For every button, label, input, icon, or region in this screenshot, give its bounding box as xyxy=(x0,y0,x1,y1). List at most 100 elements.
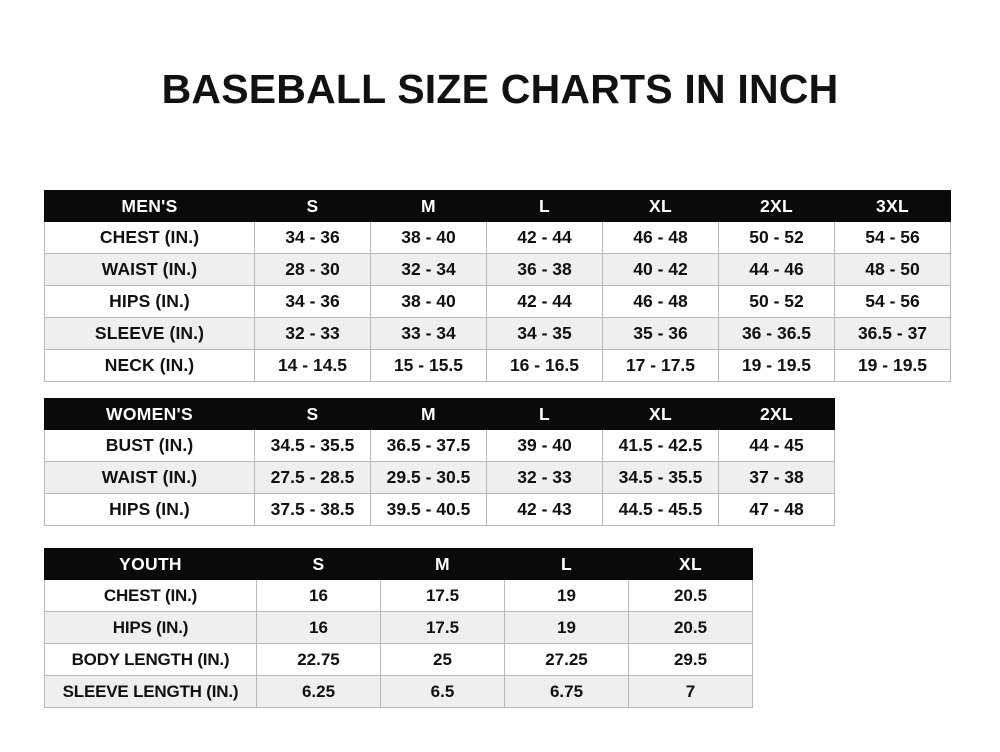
table-cell: 34.5 - 35.5 xyxy=(602,461,719,494)
table-cell: 29.5 xyxy=(628,643,753,676)
table-cell: 15 - 15.5 xyxy=(370,349,487,382)
table-cell: 19 - 19.5 xyxy=(834,349,951,382)
table-cell: 17 - 17.5 xyxy=(602,349,719,382)
womens-header-size-s: S xyxy=(254,398,371,430)
table-cell: 34 - 36 xyxy=(254,285,371,318)
table-cell: 28 - 30 xyxy=(254,253,371,286)
table-cell: 38 - 40 xyxy=(370,221,487,254)
youth-header-size-s: S xyxy=(256,548,381,580)
womens-header-size-xl: XL xyxy=(602,398,719,430)
table-row: SLEEVE LENGTH (IN.) 6.25 6.5 6.75 7 xyxy=(44,675,753,708)
table-header-row: WOMEN'S S M L XL 2XL xyxy=(44,398,835,430)
mens-header-size-s: S xyxy=(254,190,371,222)
table-cell: 36 - 36.5 xyxy=(718,317,835,350)
mens-header-size-m: M xyxy=(370,190,487,222)
table-cell: 32 - 33 xyxy=(254,317,371,350)
table-cell: 35 - 36 xyxy=(602,317,719,350)
table-row: HIPS (IN.) 16 17.5 19 20.5 xyxy=(44,611,753,644)
mens-header-category: MEN'S xyxy=(44,190,255,222)
table-cell: 50 - 52 xyxy=(718,285,835,318)
row-label: SLEEVE (IN.) xyxy=(44,317,255,350)
table-cell: 22.75 xyxy=(256,643,381,676)
table-cell: 19 - 19.5 xyxy=(718,349,835,382)
table-cell: 37 - 38 xyxy=(718,461,835,494)
row-label: HIPS (IN.) xyxy=(44,285,255,318)
table-row: NECK (IN.) 14 - 14.5 15 - 15.5 16 - 16.5… xyxy=(44,349,951,382)
table-cell: 32 - 34 xyxy=(370,253,487,286)
row-label: WAIST (IN.) xyxy=(44,461,255,494)
table-header-row: YOUTH S M L XL xyxy=(44,548,753,580)
table-cell: 17.5 xyxy=(380,579,505,612)
table-header-row: MEN'S S M L XL 2XL 3XL xyxy=(44,190,951,222)
row-label: BUST (IN.) xyxy=(44,429,255,462)
youth-header-size-m: M xyxy=(380,548,505,580)
womens-size-table: WOMEN'S S M L XL 2XL BUST (IN.) 34.5 - 3… xyxy=(44,398,835,526)
mens-size-table: MEN'S S M L XL 2XL 3XL CHEST (IN.) 34 - … xyxy=(44,190,951,382)
table-cell: 25 xyxy=(380,643,505,676)
table-cell: 36 - 38 xyxy=(486,253,603,286)
table-row: WAIST (IN.) 28 - 30 32 - 34 36 - 38 40 -… xyxy=(44,253,951,286)
womens-table-header: WOMEN'S S M L XL 2XL xyxy=(44,398,835,430)
table-cell: 7 xyxy=(628,675,753,708)
mens-header-size-3xl: 3XL xyxy=(834,190,951,222)
table-cell: 17.5 xyxy=(380,611,505,644)
table-cell: 44 - 45 xyxy=(718,429,835,462)
table-cell: 27.5 - 28.5 xyxy=(254,461,371,494)
table-cell: 20.5 xyxy=(628,579,753,612)
table-cell: 42 - 44 xyxy=(486,285,603,318)
table-row: HIPS (IN.) 34 - 36 38 - 40 42 - 44 46 - … xyxy=(44,285,951,318)
row-label: BODY LENGTH (IN.) xyxy=(44,643,257,676)
table-cell: 54 - 56 xyxy=(834,285,951,318)
table-cell: 47 - 48 xyxy=(718,493,835,526)
table-row: BODY LENGTH (IN.) 22.75 25 27.25 29.5 xyxy=(44,643,753,676)
mens-header-size-2xl: 2XL xyxy=(718,190,835,222)
table-cell: 44 - 46 xyxy=(718,253,835,286)
youth-table-body: CHEST (IN.) 16 17.5 19 20.5 HIPS (IN.) 1… xyxy=(44,579,753,708)
table-cell: 39 - 40 xyxy=(486,429,603,462)
youth-table-header: YOUTH S M L XL xyxy=(44,548,753,580)
table-cell: 27.25 xyxy=(504,643,629,676)
table-cell: 14 - 14.5 xyxy=(254,349,371,382)
table-row: CHEST (IN.) 16 17.5 19 20.5 xyxy=(44,579,753,612)
table-cell: 19 xyxy=(504,579,629,612)
table-cell: 50 - 52 xyxy=(718,221,835,254)
table-cell: 6.5 xyxy=(380,675,505,708)
table-cell: 39.5 - 40.5 xyxy=(370,493,487,526)
mens-table-header: MEN'S S M L XL 2XL 3XL xyxy=(44,190,951,222)
table-cell: 32 - 33 xyxy=(486,461,603,494)
womens-header-size-m: M xyxy=(370,398,487,430)
table-row: SLEEVE (IN.) 32 - 33 33 - 34 34 - 35 35 … xyxy=(44,317,951,350)
table-cell: 6.25 xyxy=(256,675,381,708)
page-title: BASEBALL SIZE CHARTS IN INCH xyxy=(161,66,839,112)
table-cell: 19 xyxy=(504,611,629,644)
youth-header-category: YOUTH xyxy=(44,548,257,580)
table-cell: 38 - 40 xyxy=(370,285,487,318)
mens-table-body: CHEST (IN.) 34 - 36 38 - 40 42 - 44 46 -… xyxy=(44,221,951,382)
table-cell: 48 - 50 xyxy=(834,253,951,286)
table-cell: 36.5 - 37 xyxy=(834,317,951,350)
womens-header-size-2xl: 2XL xyxy=(718,398,835,430)
womens-table-body: BUST (IN.) 34.5 - 35.5 36.5 - 37.5 39 - … xyxy=(44,429,835,526)
table-cell: 33 - 34 xyxy=(370,317,487,350)
table-cell: 16 xyxy=(256,611,381,644)
table-cell: 54 - 56 xyxy=(834,221,951,254)
table-cell: 6.75 xyxy=(504,675,629,708)
table-cell: 46 - 48 xyxy=(602,285,719,318)
mens-header-size-xl: XL xyxy=(602,190,719,222)
row-label: SLEEVE LENGTH (IN.) xyxy=(44,675,257,708)
table-cell: 36.5 - 37.5 xyxy=(370,429,487,462)
table-row: BUST (IN.) 34.5 - 35.5 36.5 - 37.5 39 - … xyxy=(44,429,835,462)
table-row: HIPS (IN.) 37.5 - 38.5 39.5 - 40.5 42 - … xyxy=(44,493,835,526)
row-label: HIPS (IN.) xyxy=(44,611,257,644)
row-label: CHEST (IN.) xyxy=(44,221,255,254)
youth-header-size-l: L xyxy=(504,548,629,580)
table-cell: 20.5 xyxy=(628,611,753,644)
womens-header-category: WOMEN'S xyxy=(44,398,255,430)
table-cell: 34.5 - 35.5 xyxy=(254,429,371,462)
mens-header-size-l: L xyxy=(486,190,603,222)
table-cell: 16 - 16.5 xyxy=(486,349,603,382)
row-label: NECK (IN.) xyxy=(44,349,255,382)
table-cell: 40 - 42 xyxy=(602,253,719,286)
table-cell: 34 - 35 xyxy=(486,317,603,350)
row-label: CHEST (IN.) xyxy=(44,579,257,612)
